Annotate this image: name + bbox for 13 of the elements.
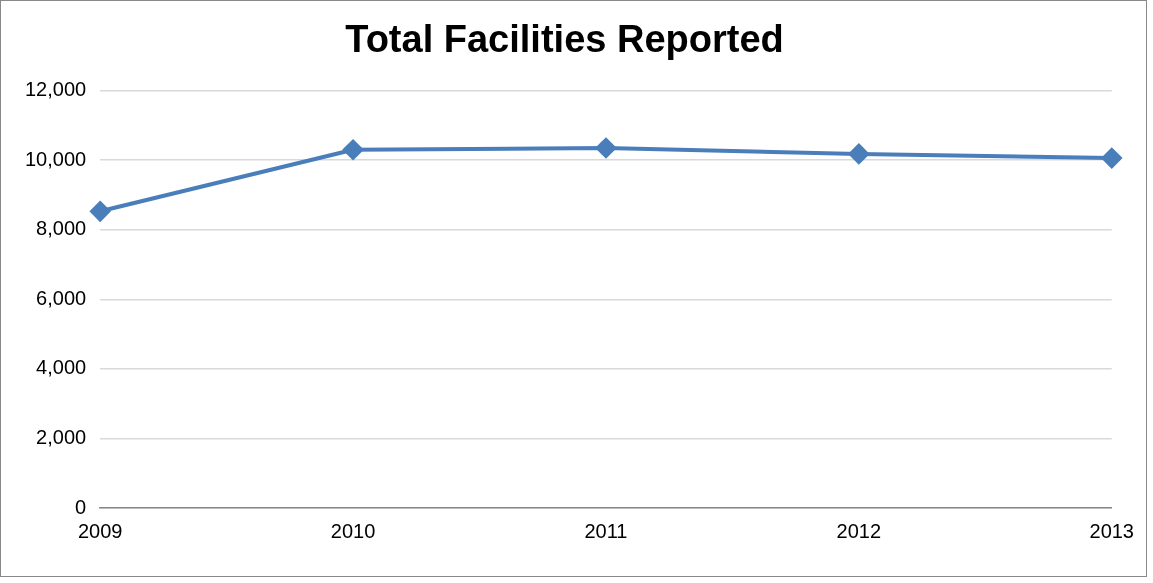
x-tick-label: 2012 xyxy=(836,519,882,542)
y-tick-label: 8,000 xyxy=(36,217,87,240)
y-tick-label: 2,000 xyxy=(36,425,87,448)
y-tick-label: 0 xyxy=(75,495,87,518)
x-tick-label: 2009 xyxy=(77,519,123,542)
y-tick-label: 6,000 xyxy=(36,286,87,309)
x-tick-label: 2010 xyxy=(330,519,376,542)
y-tick-label: 10,000 xyxy=(25,147,87,170)
y-tick-label: 12,000 xyxy=(25,78,87,101)
chart-title: Total Facilities Reported xyxy=(345,18,784,61)
y-tick-label: 4,000 xyxy=(36,356,87,379)
x-tick-label: 2011 xyxy=(584,519,628,542)
x-tick-label: 2013 xyxy=(1089,519,1134,542)
